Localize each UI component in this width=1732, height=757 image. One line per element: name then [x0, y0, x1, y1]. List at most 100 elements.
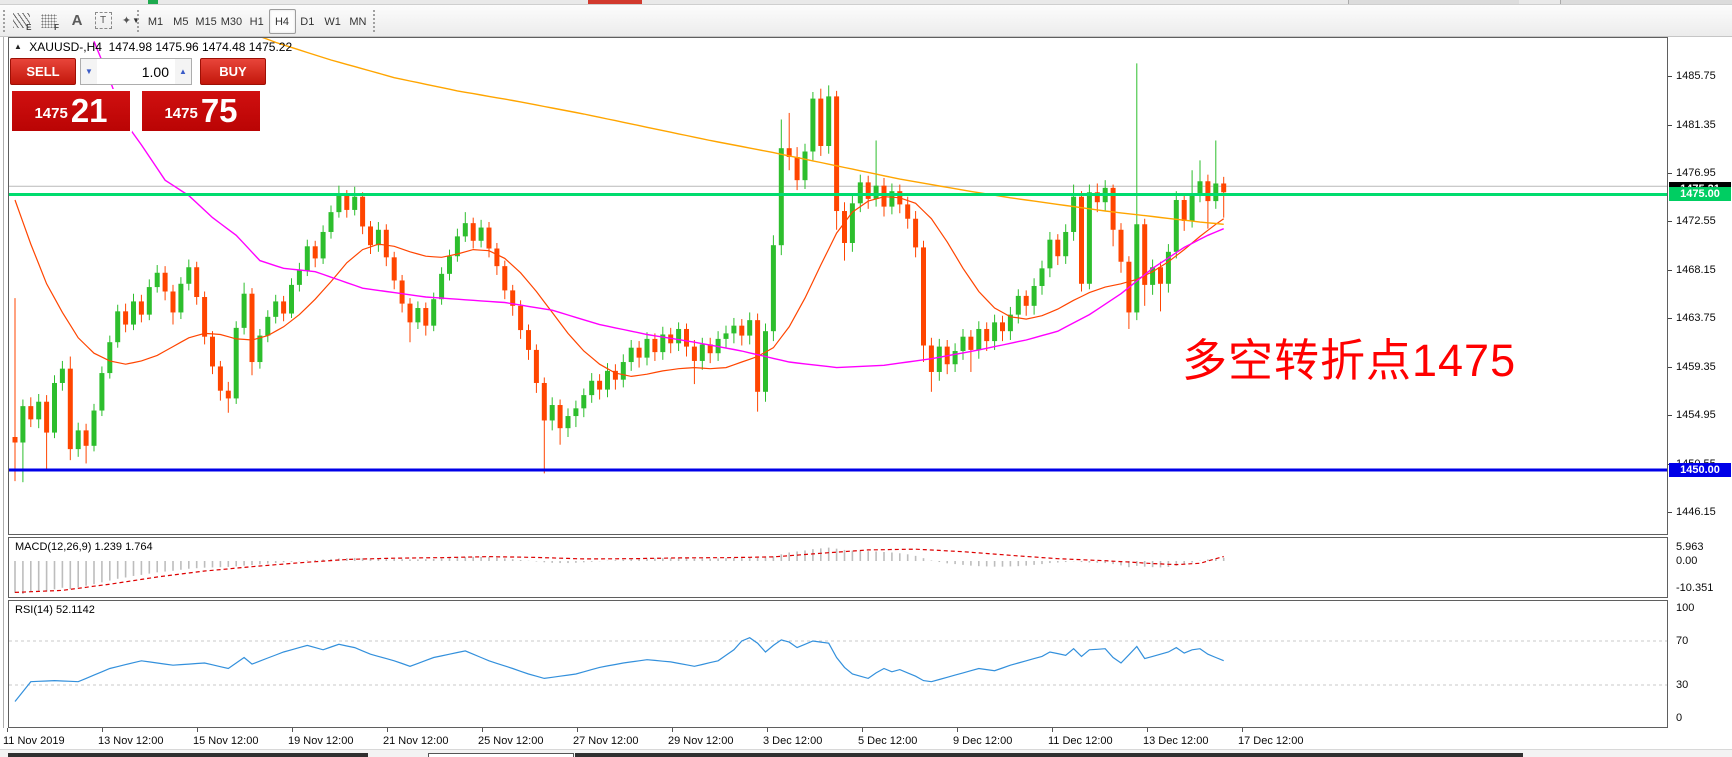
ohlc-values: 1474.98 1475.96 1474.48 1475.22: [108, 40, 293, 54]
price-tick: [1668, 173, 1672, 174]
macd-axis-label: 5.963: [1676, 541, 1704, 553]
timeframe-button-w1[interactable]: W1: [324, 15, 341, 28]
toolbar-end-drag-handle[interactable]: [372, 9, 377, 32]
price-tick: [1668, 415, 1672, 417]
symbol-header: ▲ XAUUSD-,H4 1474.98 1475.96 1474.48 147…: [14, 40, 292, 54]
time-tick: [102, 728, 103, 732]
timeframe-button-m5[interactable]: M5: [173, 15, 189, 28]
time-tick: [767, 728, 768, 732]
clipped-tab-segment-light: [428, 753, 574, 757]
time-tick: [577, 728, 578, 732]
price-axis-label: 1450.55: [1676, 457, 1716, 470]
price-axis-label: 1446.15: [1676, 506, 1716, 519]
timeframe-button-d1[interactable]: D1: [300, 15, 315, 28]
timeframe-button-h1[interactable]: H1: [249, 15, 264, 28]
volume-stepper: ▼ ▲: [80, 58, 192, 85]
macd-chart[interactable]: [9, 538, 1667, 597]
price-tick: [1668, 463, 1672, 465]
price-tick: [1668, 512, 1672, 514]
toolbar-drag-handle[interactable]: [2, 9, 7, 32]
time-axis-label: 15 Nov 12:00: [193, 735, 259, 747]
time-tick: [7, 728, 8, 732]
rsi-chart[interactable]: [9, 601, 1667, 727]
time-tick: [197, 728, 198, 732]
price-axis-label: 1481.35: [1676, 118, 1716, 131]
time-tick: [1052, 728, 1053, 732]
price-axis-label: 1463.75: [1676, 312, 1716, 325]
time-tick: [672, 728, 673, 732]
time-axis-label: 5 Dec 12:00: [858, 735, 918, 747]
text-box-icon[interactable]: T: [90, 8, 116, 33]
indicators-hatch-icon[interactable]: E: [8, 8, 34, 33]
bottom-clipped-tab-row: [0, 749, 1732, 757]
clipped-gray-chip2: [1560, 0, 1732, 4]
dotgrid-glyph: F: [41, 13, 59, 32]
clipped-green-chip: [148, 0, 158, 4]
macd-axis-label: -10.351: [1676, 582, 1714, 594]
price-tick: [1668, 124, 1672, 126]
buy-price-box[interactable]: 1475 75: [140, 89, 262, 133]
time-axis[interactable]: 11 Nov 2019 13 Nov 12:00 15 Nov 12:00 19 No…: [0, 728, 1732, 749]
text-label-icon[interactable]: A: [71, 12, 83, 29]
ma-slow-line: [261, 38, 1224, 225]
price-tick: [1668, 221, 1672, 223]
time-tick: [387, 728, 388, 732]
trade-controls-row: SELL ▼ ▲ BUY: [10, 58, 266, 85]
clipped-tab-segment: [8, 753, 368, 757]
clipped-gray-chip: [1348, 0, 1519, 4]
time-axis-label: 27 Nov 12:00: [573, 735, 639, 747]
time-axis-label: 19 Nov 12:00: [288, 735, 354, 747]
collapse-arrow-icon[interactable]: ▲: [14, 42, 22, 51]
price-axis-label: 1476.95: [1676, 167, 1716, 179]
time-tick: [1242, 728, 1243, 732]
macd-label: MACD(12,26,9) 1.239 1.764: [15, 541, 153, 553]
time-axis-label: 9 Dec 12:00: [953, 735, 1013, 747]
price-tick: [1668, 366, 1672, 368]
timeframe-button-m1[interactable]: M1: [147, 15, 164, 28]
arrows-glyph: ✦: [121, 15, 131, 27]
timeframe-button-mn[interactable]: MN: [349, 15, 367, 28]
ma-medium-line: [93, 41, 1224, 369]
price-axis-label: 1454.95: [1676, 409, 1716, 422]
grid-pattern-icon[interactable]: F: [36, 8, 62, 33]
rsi-label: RSI(14) 52.1142: [15, 604, 95, 616]
buy-button[interactable]: BUY: [200, 58, 266, 85]
time-tick: [957, 728, 958, 732]
volume-input[interactable]: [97, 59, 175, 84]
rsi-axis-label: 70: [1676, 635, 1689, 647]
time-tick: [482, 728, 483, 732]
price-tick: [1668, 318, 1672, 320]
clipped-red-chip: [588, 0, 642, 4]
time-axis-label: 13 Nov 12:00: [98, 735, 164, 747]
hline-price-flag-1450.00: 1450.00: [1669, 463, 1731, 478]
rsi-axis-label: 100: [1676, 602, 1695, 614]
timeframe-group-drag-handle[interactable]: [136, 9, 141, 32]
volume-decrease-button[interactable]: ▼: [81, 59, 97, 84]
price-tick: [1668, 76, 1672, 77]
sell-price-box[interactable]: 1475 21: [10, 89, 132, 133]
rsi-indicator-panel[interactable]: RSI(14) 52.1142: [8, 600, 1668, 728]
time-axis-label: 29 Nov 12:00: [668, 735, 734, 747]
timeframe-button-h4[interactable]: H4: [268, 9, 296, 34]
time-tick: [292, 728, 293, 732]
timeframe-button-m30[interactable]: M30: [220, 15, 243, 28]
candlestick-chart[interactable]: [9, 38, 1667, 534]
macd-indicator-panel[interactable]: MACD(12,26,9) 1.239 1.764: [8, 537, 1668, 598]
hatch-glyph: E: [12, 13, 32, 32]
hline-price-flag-1475.00: 1475.00: [1669, 187, 1731, 202]
time-tick: [862, 728, 863, 732]
symbol-name: XAUUSD-,H4: [29, 40, 102, 54]
timeframe-button-m15[interactable]: M15: [195, 15, 217, 28]
time-axis-label: 21 Nov 12:00: [383, 735, 449, 747]
time-axis-label: 11 Dec 12:00: [1048, 735, 1113, 747]
time-axis-label: 25 Nov 12:00: [478, 735, 544, 747]
window-left-edge: [3, 37, 4, 749]
time-axis-label: 11 Nov 2019: [3, 735, 65, 747]
chart-annotation-text: 多空转折点1475: [1182, 335, 1517, 386]
trade-prices-row: 1475 21 1475 75: [10, 89, 266, 133]
time-axis-label: 3 Dec 12:00: [763, 735, 823, 747]
sell-button[interactable]: SELL: [10, 58, 76, 85]
volume-increase-button[interactable]: ▲: [175, 59, 191, 84]
